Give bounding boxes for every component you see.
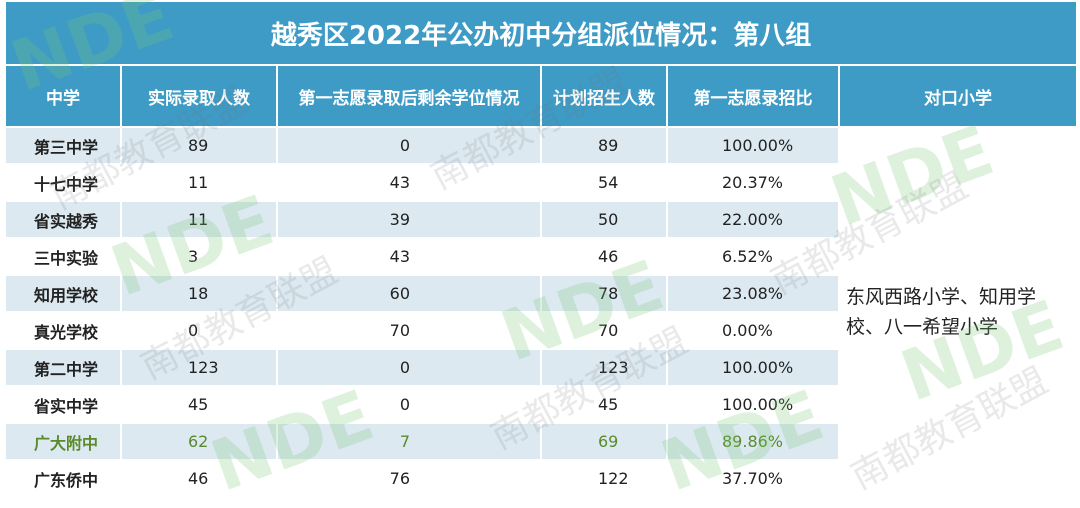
school-name: 真光学校 [4, 311, 122, 350]
table-row: 第三中学 89 0 89 100.00% 东风西路小学、知用学校、八一希望小学 [4, 126, 1079, 498]
planned-count: 69 [540, 422, 668, 461]
actual-count: 45 [120, 385, 278, 424]
planned-count: 45 [540, 385, 668, 424]
remaining-count: 0 [276, 126, 542, 165]
remaining-count: 76 [276, 459, 542, 498]
title-row: 越秀区2022年公办初中分组派位情况：第八组 [3, 0, 1079, 66]
table-row: 知用学校 18 60 78 23.08% [4, 274, 1077, 313]
remaining-count: 7 [276, 422, 542, 461]
ratio-value: 23.08% [666, 274, 840, 313]
remaining-count: 43 [276, 163, 542, 202]
actual-count: 11 [120, 163, 278, 202]
actual-count: 11 [120, 200, 278, 239]
header-ratio: 第一志愿录招比 [666, 64, 840, 128]
table-row: 第二中学 123 0 123 100.00% [4, 348, 1077, 387]
school-name: 知用学校 [4, 274, 122, 313]
table-container: 越秀区2022年公办初中分组派位情况：第八组 中学 实际录取人数 第一志愿录取后… [3, 0, 1079, 498]
planned-count: 54 [540, 163, 668, 202]
school-name: 省实中学 [4, 385, 122, 424]
allocation-table: 越秀区2022年公办初中分组派位情况：第八组 中学 实际录取人数 第一志愿录取后… [3, 0, 1079, 498]
school-name: 广东侨中 [4, 459, 122, 498]
remaining-count: 43 [276, 237, 542, 276]
ratio-value: 20.37% [666, 163, 840, 202]
ratio-value: 89.86% [666, 422, 840, 461]
actual-count: 0 [120, 311, 278, 350]
school-name: 第三中学 [4, 126, 122, 165]
primary-schools: 东风西路小学、知用学校、八一希望小学 [837, 126, 1079, 498]
ratio-value: 37.70% [666, 459, 840, 498]
ratio-value: 100.00% [666, 348, 840, 387]
school-name: 广大附中 [4, 422, 122, 461]
planned-count: 123 [540, 348, 668, 387]
table-row: 十七中学 11 43 54 20.37% [4, 163, 1077, 202]
table-row: 广大附中 62 7 69 89.86% [4, 422, 1077, 461]
planned-count: 46 [540, 237, 668, 276]
actual-count: 18 [120, 274, 278, 313]
school-name: 省实越秀 [4, 200, 122, 239]
ratio-value: 6.52% [666, 237, 840, 276]
remaining-count: 60 [276, 274, 542, 313]
table-row: 省实中学 45 0 45 100.00% [4, 385, 1077, 424]
actual-count: 62 [120, 422, 278, 461]
ratio-value: 0.00% [666, 311, 840, 350]
remaining-count: 0 [276, 348, 542, 387]
header-row: 中学 实际录取人数 第一志愿录取后剩余学位情况 计划招生人数 第一志愿录招比 对… [4, 64, 1079, 128]
table-row: 真光学校 0 70 70 0.00% [4, 311, 1077, 350]
remaining-count: 0 [276, 385, 542, 424]
header-actual: 实际录取人数 [120, 64, 278, 128]
remaining-count: 39 [276, 200, 542, 239]
actual-count: 123 [120, 348, 278, 387]
ratio-value: 22.00% [666, 200, 840, 239]
school-name: 第二中学 [4, 348, 122, 387]
school-name: 十七中学 [4, 163, 122, 202]
header-primary: 对口小学 [837, 64, 1079, 128]
header-remaining: 第一志愿录取后剩余学位情况 [276, 64, 542, 128]
planned-count: 50 [540, 200, 668, 239]
school-name: 三中实验 [4, 237, 122, 276]
header-school: 中学 [4, 64, 122, 128]
actual-count: 89 [120, 126, 278, 165]
actual-count: 3 [120, 237, 278, 276]
ratio-value: 100.00% [666, 385, 840, 424]
planned-count: 78 [540, 274, 668, 313]
table-row: 省实越秀 11 39 50 22.00% [4, 200, 1077, 239]
planned-count: 89 [540, 126, 668, 165]
actual-count: 46 [120, 459, 278, 498]
table-row: 三中实验 3 43 46 6.52% [4, 237, 1077, 276]
planned-count: 122 [540, 459, 668, 498]
remaining-count: 70 [276, 311, 542, 350]
header-planned: 计划招生人数 [540, 64, 668, 128]
ratio-value: 100.00% [666, 126, 840, 165]
planned-count: 70 [540, 311, 668, 350]
table-title: 越秀区2022年公办初中分组派位情况：第八组 [3, 0, 1079, 66]
